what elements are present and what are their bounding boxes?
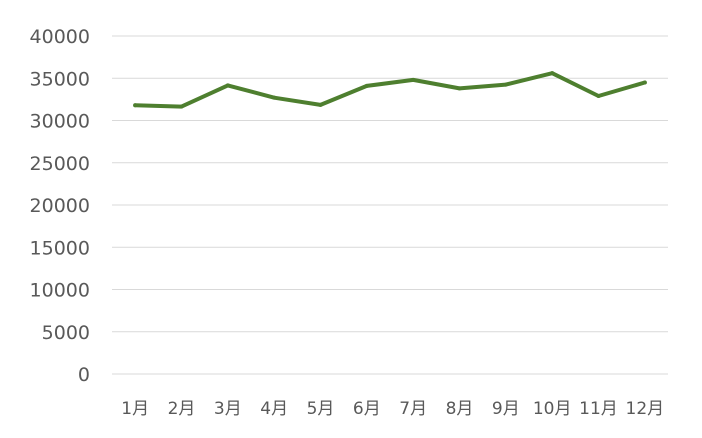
x-tick-label: 4月: [260, 399, 288, 419]
y-tick-label: 25000: [30, 153, 90, 175]
series-line-0: [133, 71, 647, 109]
data-point: [225, 83, 230, 88]
x-tick-label: 11月: [579, 399, 618, 419]
x-tick-label: 3月: [214, 399, 242, 419]
y-tick-label: 10000: [30, 280, 90, 302]
data-point: [179, 104, 184, 109]
y-tick-label: 40000: [30, 26, 90, 48]
x-tick-label: 5月: [307, 399, 335, 419]
y-axis-ticks: 0 5000 10000 15000 20000 25000 30000 35000 40000: [30, 26, 90, 386]
data-point: [503, 82, 508, 87]
data-point: [272, 95, 277, 100]
data-point: [318, 102, 323, 107]
x-tick-label: 2月: [168, 399, 196, 419]
x-tick-label: 9月: [492, 399, 520, 419]
x-axis-ticks: 1月 2月 3月 4月 5月 6月 7月 8月 9月 10月 11月 12月: [121, 399, 664, 419]
data-point: [550, 71, 555, 76]
data-point: [642, 80, 647, 85]
data-point: [364, 83, 369, 88]
y-tick-label: 30000: [30, 111, 90, 133]
data-point: [457, 86, 462, 91]
grid-lines: [112, 35, 668, 375]
x-tick-label: 7月: [399, 399, 427, 419]
x-tick-label: 6月: [353, 399, 381, 419]
y-tick-label: 20000: [30, 195, 90, 217]
x-tick-label: 12月: [626, 399, 665, 419]
data-point: [133, 103, 138, 108]
series-layer: [133, 71, 647, 109]
y-tick-label: 15000: [30, 237, 90, 259]
y-tick-label: 5000: [42, 322, 90, 344]
x-tick-label: 8月: [446, 399, 474, 419]
data-point: [411, 77, 416, 82]
data-point: [596, 93, 601, 98]
x-tick-label: 1月: [121, 399, 149, 419]
y-tick-label: 35000: [30, 68, 90, 90]
x-tick-label: 10月: [533, 399, 572, 419]
y-tick-label: 0: [78, 364, 90, 386]
